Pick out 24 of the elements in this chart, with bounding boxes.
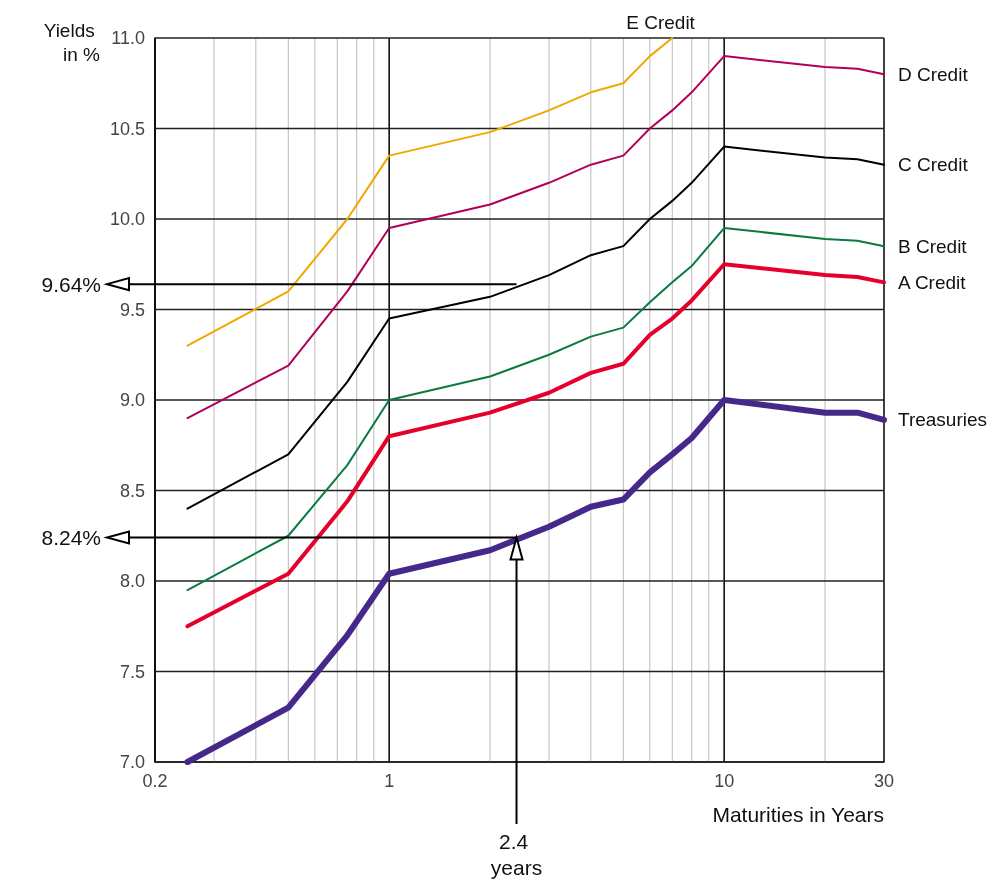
y-tick-label: 8.5 (119, 480, 145, 501)
series-label: Treasuries (898, 409, 988, 431)
y-tick-label: 11.0 (111, 28, 145, 48)
series-label: A Credit (898, 271, 967, 293)
series-label: E Credit (626, 11, 696, 33)
x-tick-label: 0.2 (142, 771, 168, 791)
ref-line-label: 9.64% (41, 272, 101, 296)
ref-line-label: 2.4 years (490, 829, 543, 879)
y-axis-title: Yields in % (43, 19, 101, 65)
y-tick-label: 10.0 (109, 209, 145, 229)
series-label: B Credit (898, 235, 968, 257)
x-tick-label: 1 (384, 771, 395, 791)
series-label: D Credit (898, 63, 969, 85)
x-tick-label: 10 (714, 771, 735, 791)
y-tick-label: 7.5 (119, 661, 145, 682)
ref-line-label: 8.24% (41, 526, 101, 550)
y-tick-label: 7.0 (119, 752, 145, 772)
y-tick-label: 9.5 (119, 299, 145, 320)
y-tick-label: 10.5 (109, 118, 145, 139)
series-label: C Credit (898, 154, 969, 176)
y-tick-label: 8.0 (119, 571, 145, 591)
y-tick-label: 9.0 (119, 390, 145, 410)
x-tick-label: 30 (873, 771, 895, 791)
x-axis-title: Maturities in Years (712, 803, 884, 826)
